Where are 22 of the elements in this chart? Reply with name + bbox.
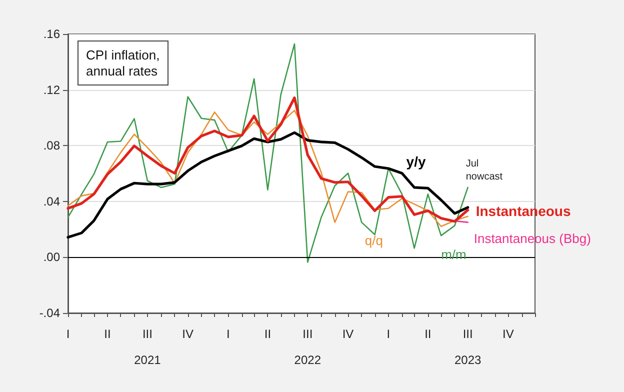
y-tick-label: .08: [43, 138, 60, 153]
x-tick-label: IV: [182, 327, 194, 341]
y-tick-label: .12: [43, 82, 60, 97]
x-tick-label: III 2021: [134, 327, 162, 367]
x-tick-label: III 2022: [294, 327, 322, 367]
x-tick-label: II: [104, 327, 111, 341]
x-tick-label: II: [424, 327, 432, 341]
y-tick-label: -.04: [39, 306, 60, 320]
annotation: Jul nowcast: [466, 158, 503, 182]
x-tick-label: IV: [342, 327, 354, 341]
series-label: q/q: [364, 232, 383, 248]
x-tick-label: I: [66, 327, 70, 341]
y-tick-label: .04: [43, 194, 60, 208]
x-tick-label: I: [226, 327, 230, 341]
series-label: y/y: [406, 153, 426, 170]
x-tick-label: III 2023: [454, 327, 482, 367]
y-tick-label: .16: [43, 27, 60, 41]
y-tick-label: .00: [43, 250, 60, 264]
x-tick-label: I: [386, 327, 390, 341]
x-tick-label: II: [264, 327, 272, 341]
x-tick-label: IV: [502, 327, 514, 341]
text: CPI inflation, annual rates: [86, 48, 160, 78]
